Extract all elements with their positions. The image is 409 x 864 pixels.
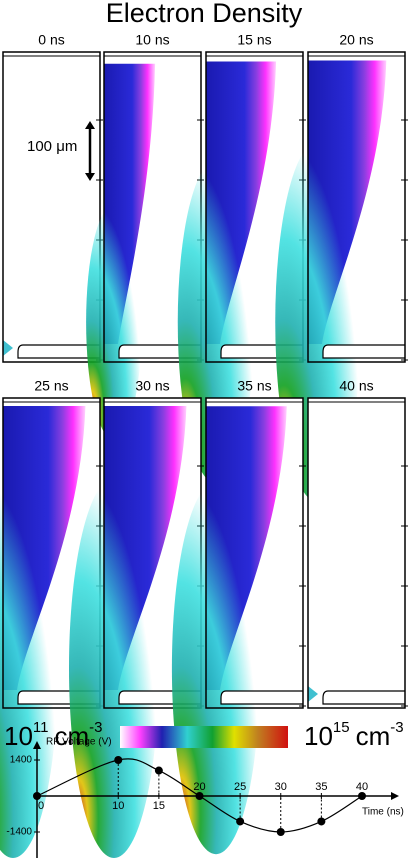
electrode: [17, 344, 100, 359]
plasma-core: [171, 481, 261, 855]
plasma-core: [0, 478, 58, 858]
panel-label: 15 ns: [237, 32, 271, 48]
voltage-point: [358, 792, 366, 800]
voltage-point: [276, 828, 285, 836]
plasma-core: [69, 478, 159, 858]
colorbar-high: 1015 cm-3: [304, 719, 404, 751]
scale-label: 100 μm: [27, 138, 77, 155]
x-tick-label: 30: [275, 781, 287, 793]
low-unit-exponent: -3: [89, 719, 102, 736]
panel-label: 20 ns: [339, 32, 373, 48]
panel-label: 40 ns: [339, 378, 373, 394]
y-tick-label: 1400: [10, 755, 33, 766]
x-tick-label: 0: [38, 800, 44, 812]
high-unit-exponent: -3: [390, 719, 403, 736]
x-axis-arrow: [391, 792, 399, 800]
voltage-point: [195, 792, 204, 800]
colorbar-low: 1011 cm-3: [4, 719, 103, 751]
x-tick-label: 15: [153, 800, 165, 812]
panel-bg: [3, 52, 100, 362]
panel-frame: [2, 51, 101, 363]
voltage-point: [317, 817, 326, 826]
y-axis-label: RF Voltage (V): [46, 737, 112, 748]
colorbar: [120, 726, 288, 748]
plasma-core: [86, 204, 142, 440]
x-tick-label: 25: [234, 781, 246, 793]
electrode: [220, 690, 303, 705]
x-tick-label: 20: [193, 781, 205, 793]
voltage-point: [236, 817, 245, 826]
high-exponent: 15: [333, 719, 350, 736]
x-tick-label: 10: [112, 800, 124, 812]
x-tick-label: 40: [356, 781, 368, 793]
panel-bg: [308, 398, 405, 708]
electrode: [322, 690, 405, 705]
voltage-point: [114, 756, 123, 764]
panels: 0 ns 10 ns 15 ns 20 ns 25 ns 30 ns 35 ns 40 ns: [0, 32, 408, 858]
y-tick-label: -1400: [6, 827, 32, 838]
low-unit: cm: [55, 721, 90, 751]
panel-frame: [307, 397, 406, 709]
low-base: 10: [4, 721, 33, 751]
voltage-point: [33, 792, 41, 800]
electrode: [322, 344, 405, 359]
panel-label: 0 ns: [38, 32, 64, 48]
plasma-seed: [3, 340, 13, 356]
panel-label: 25 ns: [34, 378, 68, 394]
panel-label: 10 ns: [135, 32, 169, 48]
panel-frame: [307, 51, 406, 363]
panel-frame: [205, 397, 304, 709]
plasma-seed: [308, 686, 318, 702]
y-axis-arrow: [33, 741, 41, 749]
high-unit: cm: [356, 721, 391, 751]
figure-title: Electron Density: [106, 0, 303, 28]
high-base: 10: [304, 721, 333, 751]
low-exponent: 11: [33, 719, 49, 736]
panel-label: 30 ns: [135, 378, 169, 394]
panel-label: 35 ns: [237, 378, 271, 394]
x-axis-label: Time (ns): [362, 807, 404, 818]
voltage-point: [154, 766, 163, 775]
x-tick-label: 35: [315, 781, 327, 793]
